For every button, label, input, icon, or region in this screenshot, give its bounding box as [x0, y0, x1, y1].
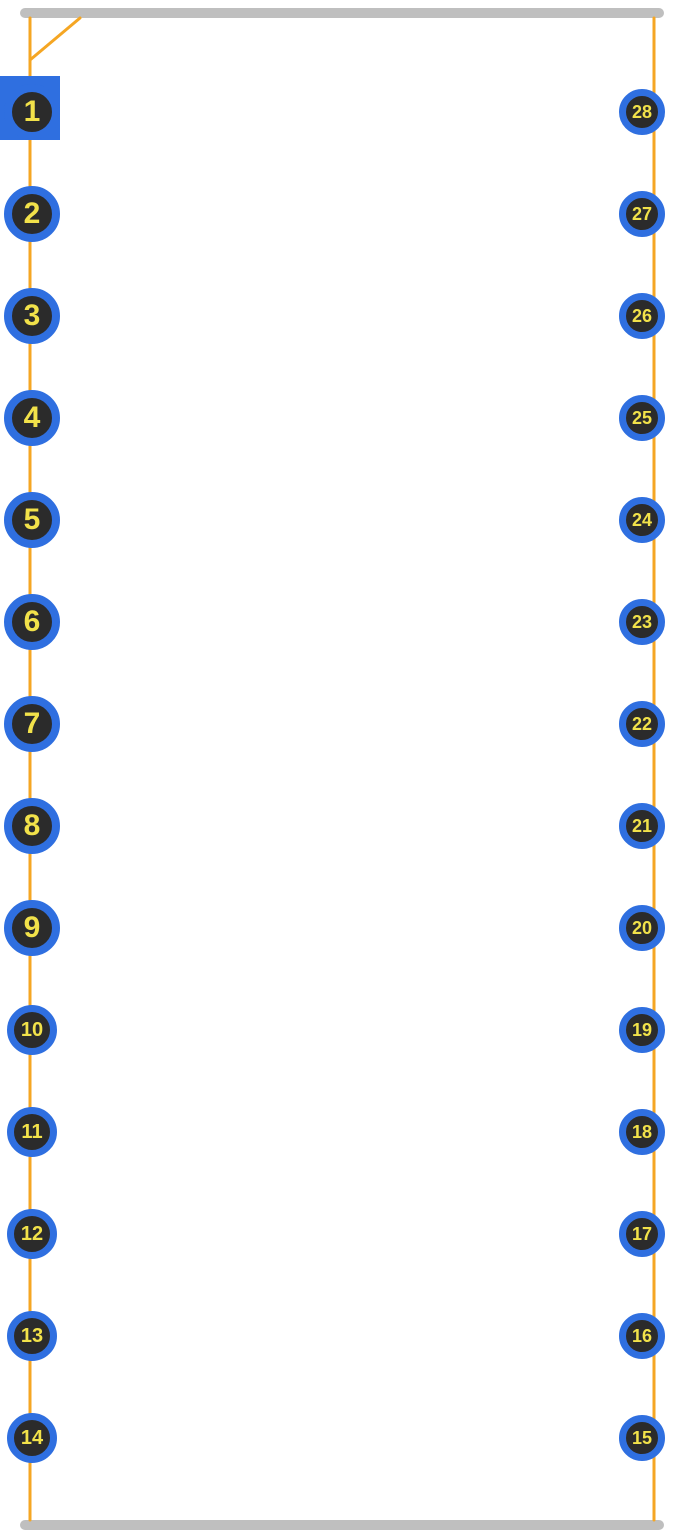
pin-7: 7 [4, 696, 60, 752]
pin-2: 2 [4, 186, 60, 242]
pin-14: 14 [7, 1413, 57, 1463]
bottom-bar [20, 1520, 664, 1530]
pin-21: 21 [619, 803, 665, 849]
pin-18: 18 [619, 1109, 665, 1155]
pin-28: 28 [619, 89, 665, 135]
pin-label-8: 8 [24, 811, 41, 841]
pin-27: 27 [619, 191, 665, 237]
pin-label-22: 22 [632, 715, 652, 733]
pin-3: 3 [4, 288, 60, 344]
pin-label-24: 24 [632, 511, 652, 529]
pin-label-21: 21 [632, 817, 652, 835]
pin-24: 24 [619, 497, 665, 543]
pin-5: 5 [4, 492, 60, 548]
pin-label-28: 28 [632, 103, 652, 121]
pin-25: 25 [619, 395, 665, 441]
pin-20: 20 [619, 905, 665, 951]
pin-4: 4 [4, 390, 60, 446]
pin-label-27: 27 [632, 205, 652, 223]
pin-label-19: 19 [632, 1021, 652, 1039]
pin-label-11: 11 [21, 1122, 42, 1142]
pin-label-20: 20 [632, 919, 652, 937]
dip-footprint-diagram: 1234567891011121314282726252423222120191… [0, 0, 684, 1538]
pin-9: 9 [4, 900, 60, 956]
pin-label-2: 2 [24, 199, 41, 229]
pin-6: 6 [4, 594, 60, 650]
pin-11: 11 [7, 1107, 57, 1157]
pin-8: 8 [4, 798, 60, 854]
pin-26: 26 [619, 293, 665, 339]
pin-label-6: 6 [24, 607, 41, 637]
pin-label-9: 9 [24, 913, 41, 943]
pin-label-23: 23 [632, 613, 652, 631]
pin-13: 13 [7, 1311, 57, 1361]
pin-label-4: 4 [24, 403, 41, 433]
pin-23: 23 [619, 599, 665, 645]
pin-label-15: 15 [632, 1429, 652, 1447]
pin-1: 1 [4, 84, 60, 140]
outline-chamfer [30, 18, 80, 60]
pin-label-16: 16 [632, 1327, 652, 1345]
pin-label-5: 5 [24, 505, 41, 535]
pin-label-14: 14 [21, 1428, 43, 1448]
pin-label-26: 26 [632, 307, 652, 325]
pin-label-7: 7 [24, 709, 41, 739]
pin-15: 15 [619, 1415, 665, 1461]
top-bar [20, 8, 664, 18]
pin-17: 17 [619, 1211, 665, 1257]
pin-12: 12 [7, 1209, 57, 1259]
pin-22: 22 [619, 701, 665, 747]
pin-label-10: 10 [21, 1020, 43, 1040]
pin-label-18: 18 [632, 1123, 652, 1141]
pin-label-12: 12 [21, 1224, 43, 1244]
pin-16: 16 [619, 1313, 665, 1359]
pin-label-1: 1 [24, 97, 41, 127]
pin-label-25: 25 [632, 409, 652, 427]
outline-svg [0, 0, 684, 1538]
pin-label-17: 17 [632, 1225, 652, 1243]
pin-label-13: 13 [21, 1326, 43, 1346]
pin-19: 19 [619, 1007, 665, 1053]
pin-10: 10 [7, 1005, 57, 1055]
pin-label-3: 3 [24, 301, 41, 331]
